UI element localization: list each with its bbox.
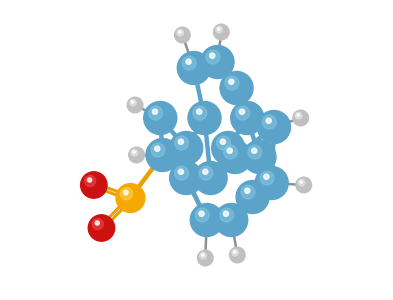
Circle shape <box>131 101 134 103</box>
Circle shape <box>220 139 226 144</box>
Circle shape <box>209 53 215 58</box>
Circle shape <box>295 112 302 119</box>
Circle shape <box>133 151 135 153</box>
Circle shape <box>241 185 255 199</box>
Circle shape <box>260 171 274 185</box>
Circle shape <box>231 101 264 134</box>
Circle shape <box>149 106 163 120</box>
Circle shape <box>227 148 232 153</box>
Circle shape <box>178 169 184 174</box>
Circle shape <box>179 31 181 33</box>
Circle shape <box>177 29 184 36</box>
Circle shape <box>88 215 115 241</box>
Circle shape <box>178 139 184 144</box>
Circle shape <box>199 166 213 180</box>
Circle shape <box>123 190 128 195</box>
Circle shape <box>225 76 239 90</box>
Circle shape <box>144 101 177 134</box>
Circle shape <box>266 118 271 123</box>
Circle shape <box>297 114 299 116</box>
Circle shape <box>201 46 234 79</box>
Circle shape <box>220 71 253 104</box>
Circle shape <box>203 169 208 174</box>
Circle shape <box>194 161 227 194</box>
Circle shape <box>216 26 222 33</box>
Circle shape <box>293 110 309 126</box>
Circle shape <box>199 211 204 216</box>
Circle shape <box>233 251 236 253</box>
Circle shape <box>146 139 179 172</box>
Circle shape <box>232 249 239 256</box>
Circle shape <box>177 52 210 85</box>
Circle shape <box>255 167 288 200</box>
Circle shape <box>264 174 269 179</box>
Circle shape <box>130 99 136 106</box>
Circle shape <box>224 145 237 159</box>
Circle shape <box>195 208 209 222</box>
Circle shape <box>248 145 262 159</box>
Circle shape <box>174 166 189 180</box>
Circle shape <box>182 56 196 70</box>
Circle shape <box>257 110 290 143</box>
Circle shape <box>223 211 229 216</box>
Circle shape <box>174 136 189 150</box>
Circle shape <box>218 28 220 30</box>
Circle shape <box>217 136 230 150</box>
Circle shape <box>196 109 202 114</box>
Circle shape <box>84 176 95 187</box>
Circle shape <box>298 179 305 186</box>
Circle shape <box>152 109 158 114</box>
Circle shape <box>92 218 103 230</box>
Circle shape <box>300 181 303 183</box>
Circle shape <box>151 143 165 157</box>
Circle shape <box>129 147 144 163</box>
Circle shape <box>229 79 234 84</box>
Circle shape <box>81 172 107 198</box>
Circle shape <box>202 254 204 256</box>
Circle shape <box>95 221 99 225</box>
Circle shape <box>296 177 312 193</box>
Circle shape <box>120 188 132 200</box>
Circle shape <box>236 106 250 120</box>
Circle shape <box>212 131 245 164</box>
Circle shape <box>174 27 190 43</box>
Circle shape <box>88 178 92 182</box>
Circle shape <box>188 101 221 134</box>
Circle shape <box>239 109 244 114</box>
Circle shape <box>197 250 213 266</box>
Circle shape <box>206 50 220 64</box>
Circle shape <box>154 146 160 152</box>
Circle shape <box>252 148 257 153</box>
Circle shape <box>230 247 245 263</box>
Circle shape <box>193 106 207 120</box>
Circle shape <box>219 140 252 173</box>
Circle shape <box>243 140 276 173</box>
Circle shape <box>116 184 145 212</box>
Circle shape <box>131 149 138 156</box>
Circle shape <box>220 208 233 222</box>
Circle shape <box>200 252 206 259</box>
Circle shape <box>127 97 143 113</box>
Circle shape <box>170 161 203 194</box>
Circle shape <box>215 203 248 236</box>
Circle shape <box>236 181 269 214</box>
Circle shape <box>190 203 223 236</box>
Circle shape <box>186 59 191 64</box>
Circle shape <box>213 24 229 40</box>
Circle shape <box>245 188 250 194</box>
Circle shape <box>170 131 203 164</box>
Circle shape <box>263 115 276 129</box>
